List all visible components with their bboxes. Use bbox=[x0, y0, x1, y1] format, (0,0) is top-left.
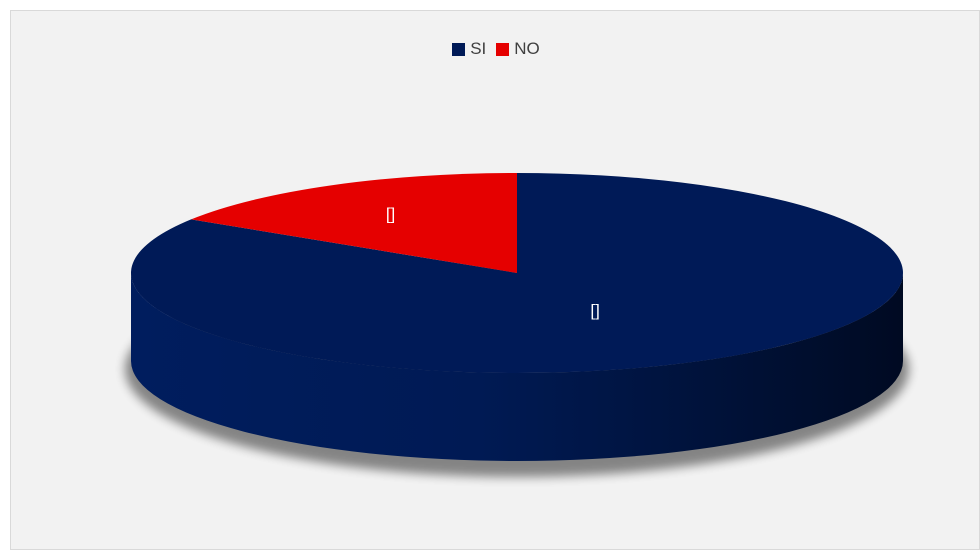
legend-swatch-no bbox=[496, 42, 510, 56]
data-label-no: [] bbox=[386, 204, 395, 223]
legend-swatch-si bbox=[452, 42, 466, 56]
legend-item-no: NO bbox=[496, 39, 540, 59]
pie-slice-no bbox=[191, 173, 517, 273]
chart-area: SI NO [] [] bbox=[10, 10, 980, 550]
pie-chart: [] [] bbox=[125, 173, 909, 477]
legend-label-no: NO bbox=[514, 39, 540, 58]
data-label-si: [] bbox=[590, 301, 599, 320]
pie-slice-si bbox=[130, 173, 904, 373]
chart-legend: SI NO bbox=[11, 39, 980, 59]
pie-side-wall bbox=[131, 273, 903, 461]
legend-item-si: SI bbox=[452, 39, 486, 59]
legend-label-si: SI bbox=[470, 39, 487, 58]
